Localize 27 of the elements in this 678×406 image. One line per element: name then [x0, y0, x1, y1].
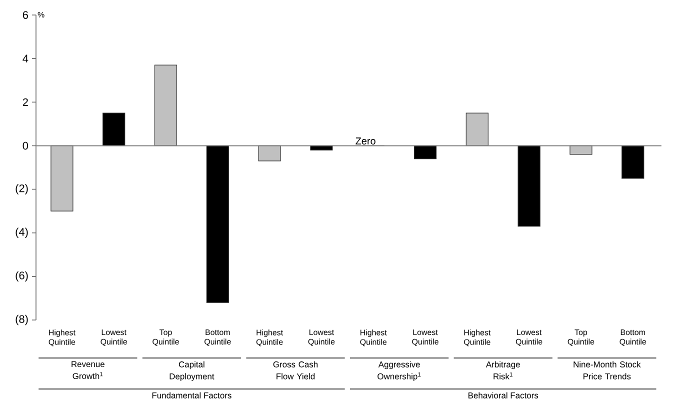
- text: Behavioral Factors: [468, 392, 538, 398]
- bar: [570, 145, 592, 155]
- text: Gross Cash Flow Yield: [273, 361, 318, 380]
- y-tick-label: 2: [22, 98, 28, 106]
- y-tick-label: (4): [16, 228, 28, 238]
- y-tick-label: 4: [22, 54, 28, 62]
- bar: [622, 145, 644, 179]
- bar: [102, 112, 126, 146]
- bar: [414, 145, 437, 160]
- ref-line-label: Zero: [356, 138, 376, 145]
- text: Revenue Growth$^{1}$: [72, 361, 104, 380]
- bar: [518, 145, 540, 227]
- y-tick-label: (8): [16, 314, 28, 326]
- bar: [50, 145, 74, 212]
- text: Arbitrage Risk$^{1}$: [486, 361, 520, 380]
- bar: [466, 112, 488, 146]
- text: Nine-Month Stock Price Trends: [574, 361, 641, 380]
- text: Aggressive Ownership$^{1}$: [378, 361, 421, 382]
- y-tick-label: (2): [16, 184, 28, 194]
- y-tick-label: 0: [22, 142, 28, 150]
- y-tick-label: 6: [22, 11, 28, 19]
- bar: [258, 145, 281, 162]
- bar: [154, 64, 178, 146]
- text: Fundamental Factors: [152, 392, 232, 398]
- y-tick-label: (6): [16, 271, 28, 282]
- text: Capital Deployment: [170, 361, 214, 382]
- bar: [206, 145, 229, 303]
